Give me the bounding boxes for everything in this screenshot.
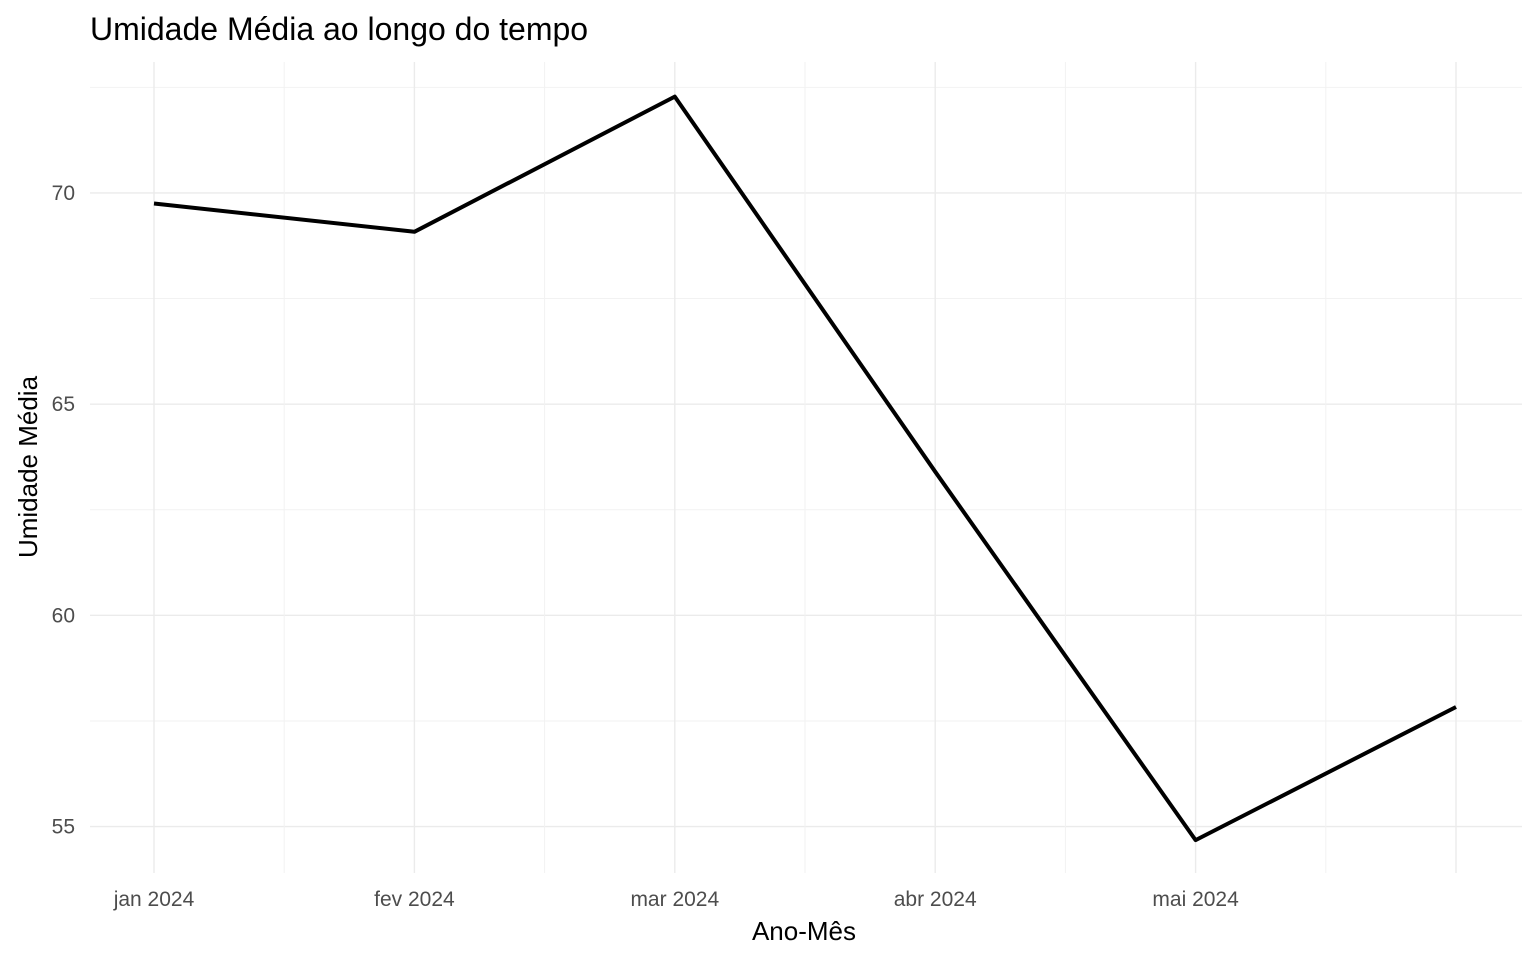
x-axis-ticks: jan 2024 fev 2024 mar 2024 abr 2024 mai 2024 (113, 888, 1239, 911)
x-tick-label: mar 2024 (630, 888, 719, 911)
series-line (153, 94, 1457, 843)
y-axis-ticks: 55 60 65 70 (52, 182, 75, 839)
x-tick-label: abr 2024 (894, 888, 977, 911)
chart-title: Umidade Média ao longo do tempo (90, 11, 588, 47)
y-tick-label: 65 (52, 393, 75, 416)
x-tick-label: mai 2024 (1152, 888, 1239, 911)
series-layer (153, 94, 1457, 843)
y-tick-label: 60 (52, 604, 75, 627)
x-tick-label: jan 2024 (113, 888, 195, 911)
x-axis-title: Ano-Mês (752, 916, 856, 946)
y-axis-title: Umidade Média (13, 375, 43, 558)
x-tick-label: fev 2024 (374, 888, 455, 911)
y-tick-label: 55 (52, 816, 75, 839)
y-tick-label: 70 (52, 182, 75, 205)
grid-lines (90, 62, 1522, 873)
